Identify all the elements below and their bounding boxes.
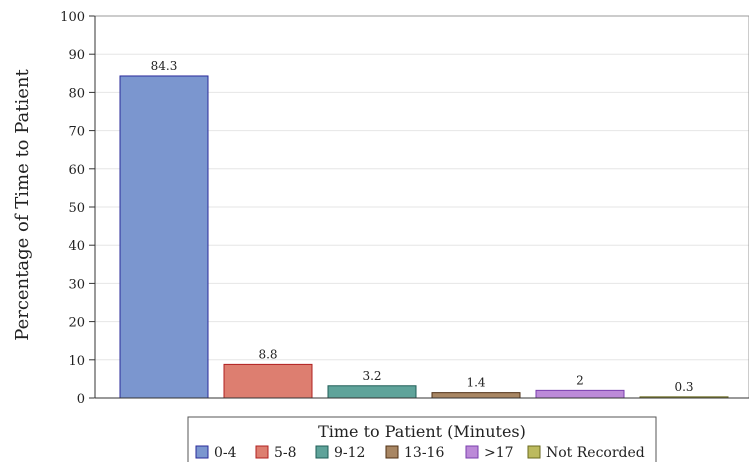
data-label: 2 xyxy=(576,373,584,387)
data-label: 0.3 xyxy=(674,380,693,394)
bars-group xyxy=(119,75,729,399)
legend-label: 9-12 xyxy=(334,445,365,461)
bar-0-4 xyxy=(119,75,209,399)
bar-13-16 xyxy=(431,392,521,399)
data-labels-group: 84.3 8.8 3.2 1.4 2 0.3 xyxy=(151,59,694,394)
y-tick-label: 40 xyxy=(68,239,85,254)
data-label: 84.3 xyxy=(151,59,178,73)
legend-swatch xyxy=(385,445,399,459)
bar-9-12 xyxy=(327,385,417,399)
legend-label: 5-8 xyxy=(274,445,297,461)
legend: Time to Patient (Minutes) 0-4 5-8 9-12 13-1… xyxy=(187,416,657,462)
y-tick-label: 60 xyxy=(68,163,85,178)
legend-swatch xyxy=(255,445,269,459)
bar-17 xyxy=(535,389,625,399)
legend-swatch xyxy=(195,445,209,459)
legend-items: 0-4 5-8 9-12 13-16 >17 Not Recorded xyxy=(195,445,645,461)
legend-label: >17 xyxy=(484,445,514,461)
legend-swatch xyxy=(527,445,541,459)
y-tick-label: 20 xyxy=(68,316,85,331)
y-tick-label: 90 xyxy=(68,48,85,63)
bar-5-8 xyxy=(223,363,313,399)
y-tick-label: 100 xyxy=(60,10,85,25)
legend-swatch xyxy=(465,445,479,459)
y-tick-label: 70 xyxy=(68,125,85,140)
y-tick-label: 30 xyxy=(68,277,85,292)
data-label: 1.4 xyxy=(466,376,485,390)
legend-label: 0-4 xyxy=(214,445,237,461)
y-tick-label: 50 xyxy=(68,201,85,216)
legend-label: 13-16 xyxy=(404,445,444,461)
y-axis-ticks: 0 10 20 30 40 50 60 70 80 90 100 xyxy=(60,10,95,407)
y-tick-label: 80 xyxy=(68,86,85,101)
y-tick-label: 0 xyxy=(77,392,85,407)
y-tick-label: 10 xyxy=(68,354,85,369)
legend-swatch xyxy=(315,445,329,459)
data-label: 8.8 xyxy=(258,347,277,361)
legend-label: Not Recorded xyxy=(546,445,645,461)
y-axis-label: Percentage of Time to Patient xyxy=(12,69,33,341)
legend-title: Time to Patient (Minutes) xyxy=(318,422,526,441)
data-label: 3.2 xyxy=(362,369,381,383)
